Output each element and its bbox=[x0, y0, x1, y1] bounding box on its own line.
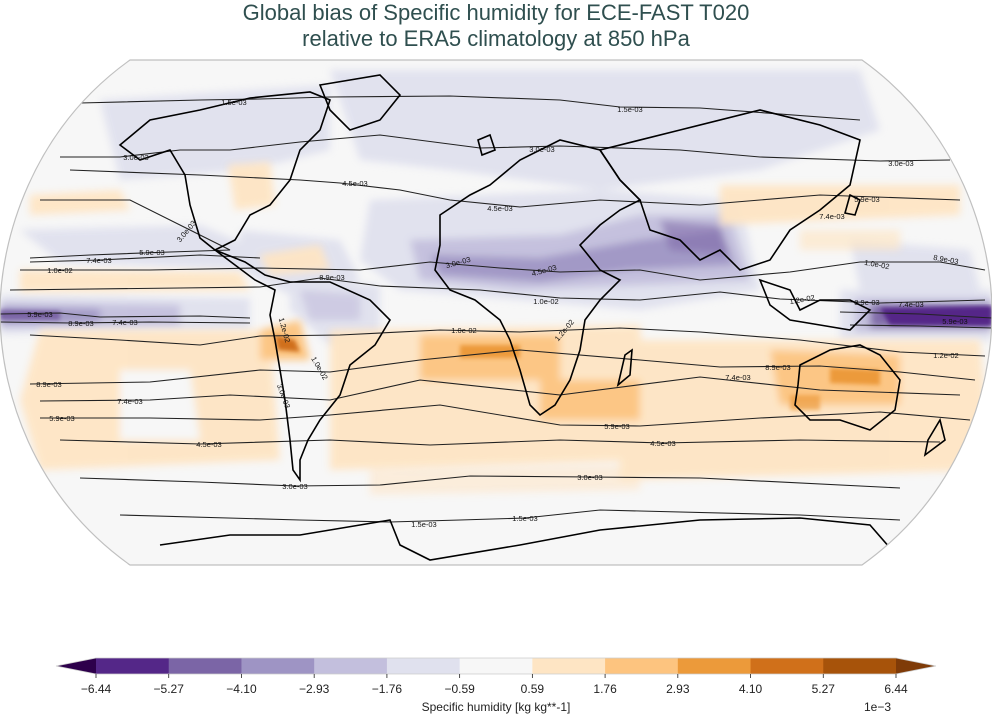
contour-label: 5.9e-03 bbox=[854, 195, 879, 204]
contour-label: 1.5e-03 bbox=[512, 514, 537, 523]
contour-label: 7.4e-03 bbox=[86, 256, 111, 265]
colorbar-tick-label: 5.27 bbox=[811, 682, 835, 696]
colorbar-tick-label: −1.76 bbox=[371, 682, 403, 696]
colorbar-segment bbox=[750, 658, 824, 674]
colorbar-tick-label: 2.93 bbox=[666, 682, 690, 696]
contour-label: 5.9e-03 bbox=[139, 248, 164, 257]
colorbar-segment bbox=[823, 658, 897, 674]
colorbar-label: Specific humidity [kg kg**-1] bbox=[421, 700, 571, 714]
colorbar-segment bbox=[168, 658, 242, 674]
colorbar-tick-label: 1.76 bbox=[593, 682, 617, 696]
contour-label: 1.2e-02 bbox=[933, 351, 958, 360]
colorbar-segment bbox=[532, 658, 606, 674]
colorbar-exponent: 1e−3 bbox=[864, 700, 892, 714]
chart-title-line-1: Global bias of Specific humidity for ECE… bbox=[242, 0, 750, 25]
contour-label: 1.2e-02 bbox=[789, 293, 816, 306]
colorbar-tick-label: −0.59 bbox=[444, 682, 475, 696]
colorbar-tick-label: 6.44 bbox=[884, 682, 908, 696]
contour-label: 1.0e-02 bbox=[533, 297, 558, 306]
colorbar-tick-label: 4.10 bbox=[738, 682, 763, 696]
contour-label: 1.5e-03 bbox=[221, 98, 246, 107]
contour-label: 8.9e-03 bbox=[319, 273, 344, 282]
contour-label: 5.9e-03 bbox=[49, 414, 74, 423]
colorbar-tick-label: −4.10 bbox=[226, 682, 257, 696]
colorbar-segment bbox=[386, 658, 461, 674]
contour-label: 3.0e-03 bbox=[577, 473, 602, 482]
contour-label: 8.9e-03 bbox=[854, 298, 879, 307]
chart-title-line-2: relative to ERA5 climatology at 850 hPa bbox=[302, 26, 690, 51]
contour-label: 4.5e-03 bbox=[650, 439, 675, 448]
map-boundary bbox=[0, 59, 992, 566]
contour-label: 8.9e-03 bbox=[68, 319, 93, 328]
colorbar-tick-label: 0.59 bbox=[520, 682, 545, 696]
colorbar-segment bbox=[605, 658, 679, 674]
colorbar-segment bbox=[96, 658, 170, 674]
contour-label: 5.9e-03 bbox=[27, 310, 52, 319]
colorbar-segment bbox=[314, 658, 388, 674]
contour-label: 7.4e-03 bbox=[819, 212, 844, 221]
colorbar-extend-max bbox=[896, 658, 936, 674]
contour-label: 8.9e-03 bbox=[36, 380, 61, 389]
contour-label: 1.0e-02 bbox=[864, 258, 891, 271]
contour-label: 3.0e-03 bbox=[529, 145, 554, 154]
colorbar-segment bbox=[459, 658, 533, 674]
coastlines bbox=[118, 74, 946, 561]
contour-label: 1.5e-03 bbox=[617, 105, 642, 114]
contour-label: 7.4e-03 bbox=[117, 397, 142, 406]
colorbar-tick-label: −6.44 bbox=[80, 682, 112, 696]
chart-title: Global bias of Specific humidity for ECE… bbox=[0, 0, 992, 52]
colorbar-segment bbox=[677, 658, 752, 674]
contour-label: 5.9e-03 bbox=[942, 317, 967, 326]
contour-label: 1.0e-02 bbox=[47, 266, 72, 275]
contour-label: 4.5e-03 bbox=[196, 440, 221, 449]
contour-label: 3.0e-03 bbox=[282, 482, 307, 491]
contour-label: 8.9e-03 bbox=[765, 363, 790, 372]
contour-label: 4.5e-03 bbox=[487, 204, 512, 213]
colorbar-extend-min bbox=[56, 658, 96, 674]
contour-label: 7.4e-03 bbox=[112, 318, 137, 327]
contour-label: 8.9e-03 bbox=[933, 253, 960, 266]
contour-labels: 1.5e-03 1.5e-03 3.0e-03 3.0e-03 3.0e-03 4.5e-… bbox=[27, 98, 967, 529]
colorbar-segment bbox=[241, 658, 315, 674]
contour-label: 7.4e-03 bbox=[725, 373, 750, 382]
contour-label: 1.5e-03 bbox=[411, 520, 436, 529]
contour-label: 5.9e-03 bbox=[604, 422, 629, 431]
contour-label: 3.0e-03 bbox=[888, 159, 913, 168]
bias-field: 1.5e-03 1.5e-03 3.0e-03 3.0e-03 3.0e-03 4.5e-… bbox=[0, 60, 992, 565]
contour-label: 4.5e-03 bbox=[342, 179, 367, 188]
colorbar-tick-label: −2.93 bbox=[298, 682, 330, 696]
colorbar-tick-label: −5.27 bbox=[153, 682, 184, 696]
contour-label: 1.0e-02 bbox=[451, 326, 476, 335]
contour-label: 3.0e-03 bbox=[123, 153, 148, 162]
contour-label: 7.4e-03 bbox=[898, 300, 923, 309]
colorbar bbox=[55, 657, 937, 678]
